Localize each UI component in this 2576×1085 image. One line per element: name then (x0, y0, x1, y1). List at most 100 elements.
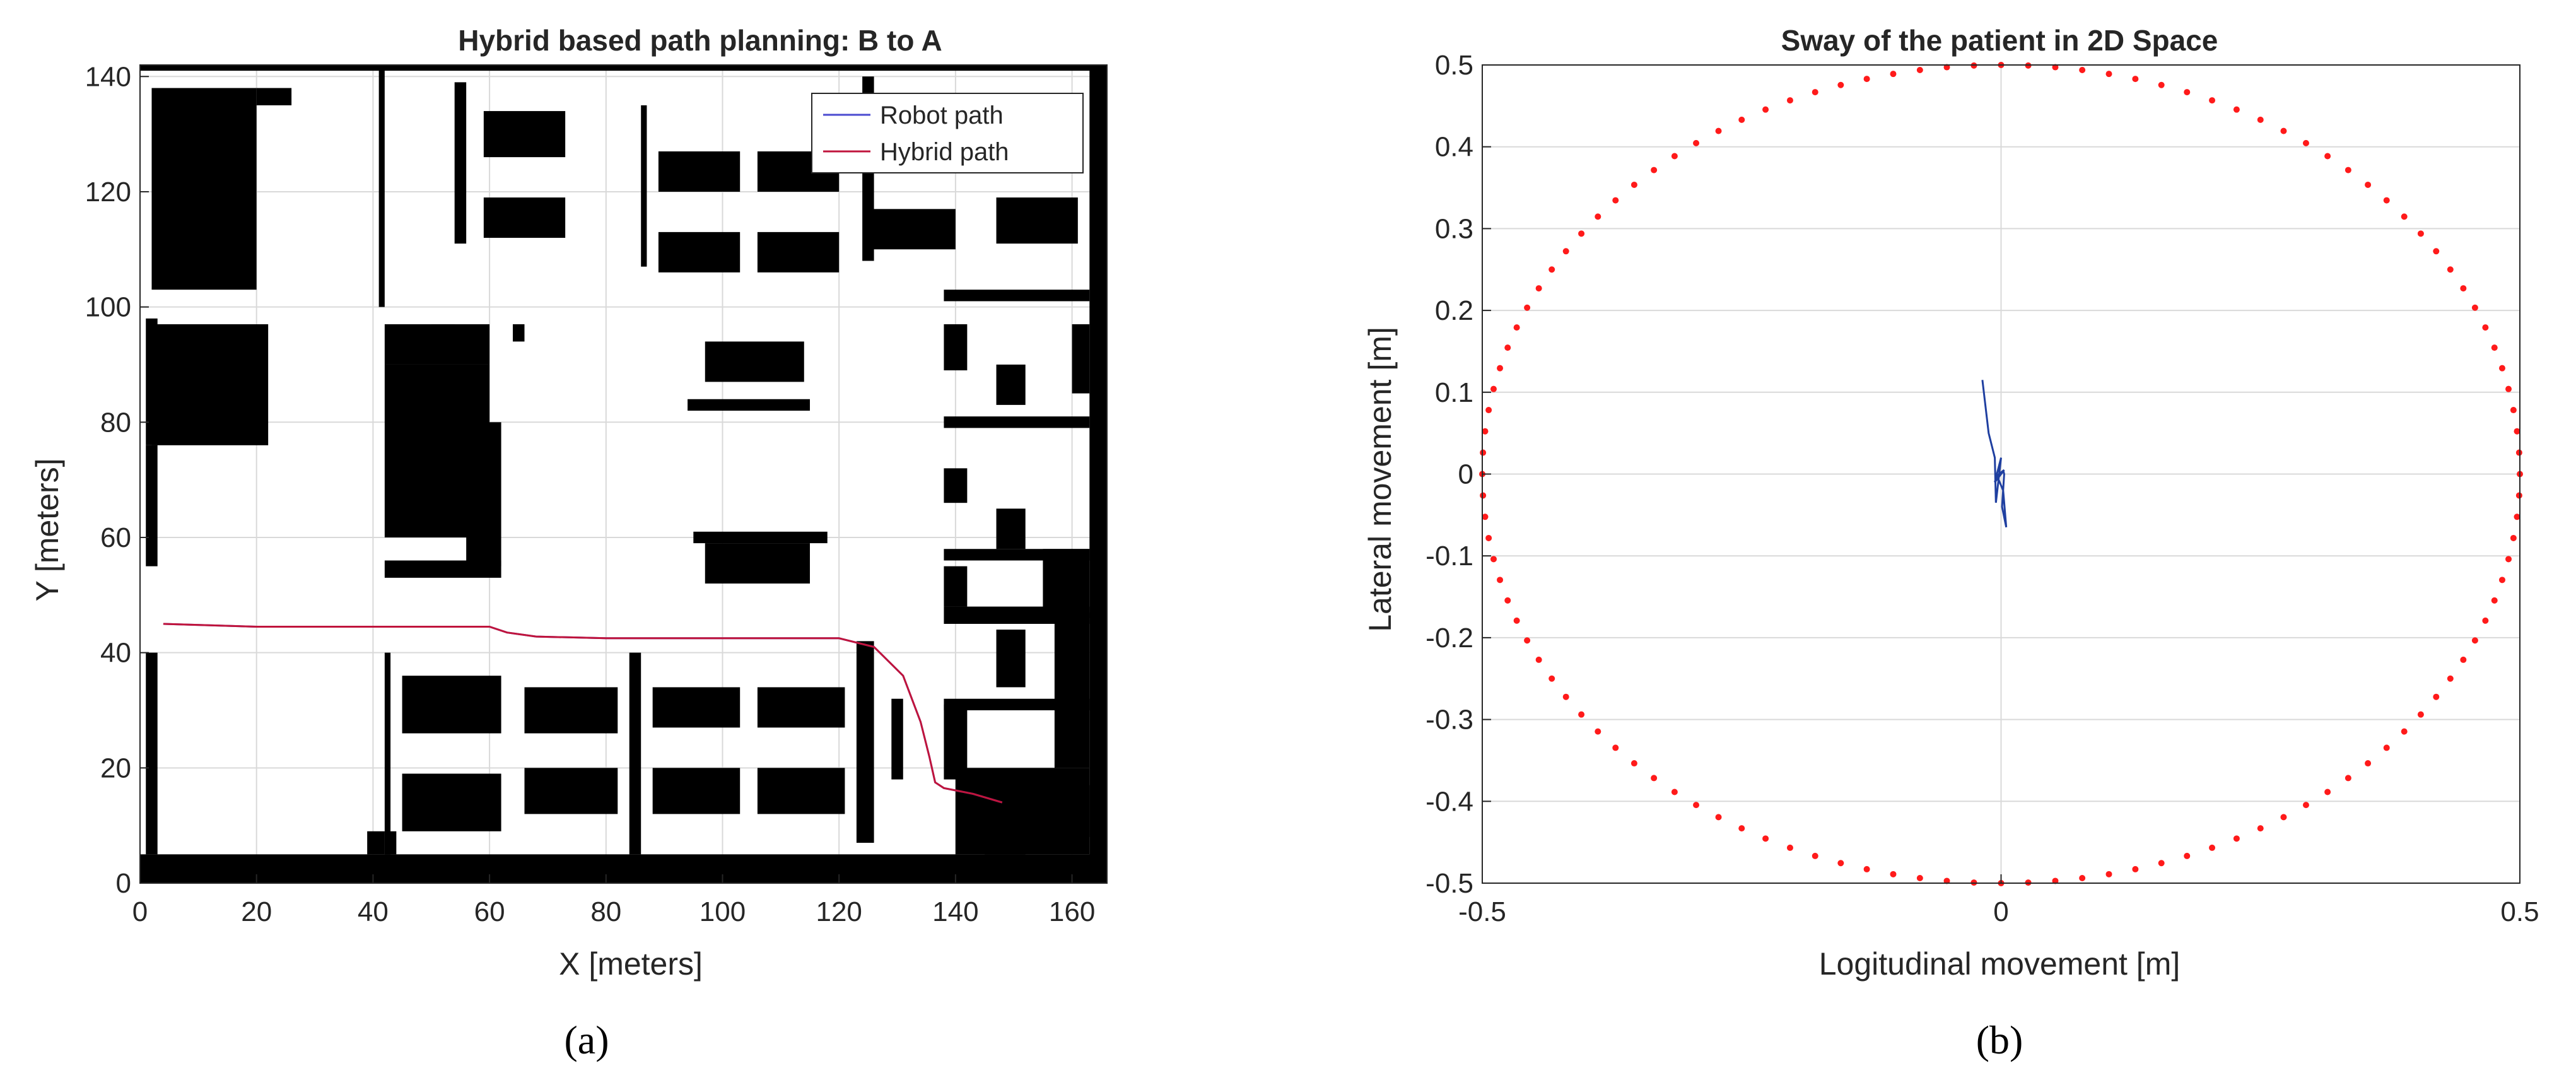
obstacle-block (944, 290, 1090, 302)
chart-a-y-tick-label: 140 (85, 61, 131, 92)
boundary-point (1480, 492, 1487, 499)
caption-a: (a) (564, 1018, 609, 1062)
obstacle-block (996, 197, 1078, 244)
hybrid-path-line (163, 623, 1003, 804)
chart-a-y-tick-label: 60 (100, 522, 131, 553)
boundary-point (1578, 230, 1585, 237)
boundary-point (2505, 556, 2512, 563)
chart-a-x-tick-label: 160 (1049, 896, 1095, 927)
sway-trace-line (1981, 380, 2008, 528)
chart-a-y-tick-label: 20 (100, 753, 131, 783)
obstacle-block (629, 652, 641, 855)
boundary-point (1943, 64, 1950, 71)
boundary-point (2158, 860, 2165, 867)
obstacle-block (1043, 549, 1090, 618)
boundary-point (1812, 89, 1818, 96)
boundary-point (1890, 71, 1897, 78)
obstacle-block (757, 768, 845, 814)
obstacle-block (688, 399, 811, 411)
boundary-point (1549, 266, 1555, 273)
boundary-point (2345, 167, 2351, 173)
obstacle-block (402, 773, 501, 831)
boundary-point (2209, 97, 2216, 104)
boundary-point (1562, 248, 1569, 255)
chart-b-y-tick-label: 0.1 (1435, 377, 1473, 408)
chart-b-x-label: Logitudinal movement [m] (1819, 946, 2181, 982)
boundary-point (1837, 81, 1844, 88)
boundary-point (2302, 802, 2309, 809)
chart-a-axes (139, 64, 1108, 884)
boundary-point (2280, 814, 2287, 821)
obstacle-block (146, 445, 158, 566)
chart-a-y-ticks: 0 20 40 60 80 100 120 140 (85, 61, 149, 899)
obstacle-block (140, 65, 1107, 71)
panel-a: Hybrid based path planning: B to A 0 20 40… (30, 24, 1108, 1062)
boundary-point (1485, 407, 1492, 414)
obstacle-block (652, 768, 741, 814)
obstacle-block (431, 324, 455, 342)
chart-b-y-tick-label: -0.3 (1426, 705, 1473, 736)
obstacle-block (466, 422, 501, 566)
boundary-point (1595, 728, 1601, 735)
chart-a-y-tick-label: 80 (100, 407, 131, 438)
chart-a-x-tick-label: 0 (132, 896, 148, 927)
obstacle-block (757, 687, 845, 728)
boundary-point (2433, 693, 2440, 700)
chart-a-title: Hybrid based path planning: B to A (458, 24, 942, 57)
boundary-point (2257, 116, 2264, 123)
chart-a-x-tick-label: 80 (590, 896, 621, 927)
obstacle-block (944, 566, 968, 607)
chart-b-y-tick-label: -0.4 (1426, 786, 1473, 817)
chart-b-y-tick-label: 0.3 (1435, 213, 1473, 244)
boundary-point (2491, 344, 2498, 351)
boundary-point (1562, 693, 1569, 700)
boundary-point (1535, 656, 1542, 663)
boundary-point (2132, 76, 2139, 83)
boundary-point (1490, 385, 1497, 392)
obstacle-block (151, 88, 257, 290)
obstacle-block (483, 197, 566, 238)
obstacle-block (856, 641, 874, 843)
obstacle-block (1072, 324, 1090, 394)
boundary-point (1786, 844, 1793, 851)
boundary-point (1863, 76, 1870, 83)
boundary-point (2460, 285, 2467, 292)
obstacle-block (256, 88, 292, 105)
boundary-point (1513, 617, 1520, 624)
boundary-point (1612, 197, 1619, 204)
obstacle-block (996, 630, 1026, 688)
obstacle-block (513, 324, 525, 342)
boundary-point (1504, 597, 1511, 604)
boundary-point (2515, 492, 2522, 499)
chart-a-x-tick-label: 120 (816, 896, 862, 927)
boundary-point (2184, 852, 2191, 859)
obstacle-block (367, 831, 385, 855)
obstacle-block (944, 704, 968, 780)
chart-a-axes-frame (139, 64, 1108, 884)
obstacle-block (757, 232, 840, 273)
boundary-point (2184, 89, 2191, 96)
boundary-point (2447, 266, 2454, 273)
obstacle-block (705, 543, 811, 584)
boundary-point (1671, 789, 1678, 795)
boundary-point (1651, 775, 1658, 782)
obstacle-block (151, 324, 269, 445)
legend-robot-path-label: Robot path (880, 102, 1004, 129)
chart-a-y-tick-label: 120 (85, 177, 131, 208)
obstacle-block (1054, 612, 1090, 768)
boundary-point (1497, 577, 1504, 584)
boundary-point (2345, 775, 2351, 782)
obstacle-block (146, 652, 158, 855)
boundary-point (2324, 789, 2331, 795)
panel-b: Sway of the patient in 2D Space -0.5 0 0.5… (1362, 24, 2539, 1062)
chart-b-series (1981, 380, 2008, 528)
boundary-point (1549, 675, 1555, 682)
boundary-point (2401, 213, 2408, 220)
boundary-point (1485, 534, 1492, 541)
legend-box (811, 93, 1084, 173)
chart-b-y-label: Lateral movement [m] (1362, 327, 1398, 632)
boundary-point (1504, 344, 1511, 351)
boundary-point (1890, 871, 1897, 877)
boundary-point (2052, 877, 2059, 884)
